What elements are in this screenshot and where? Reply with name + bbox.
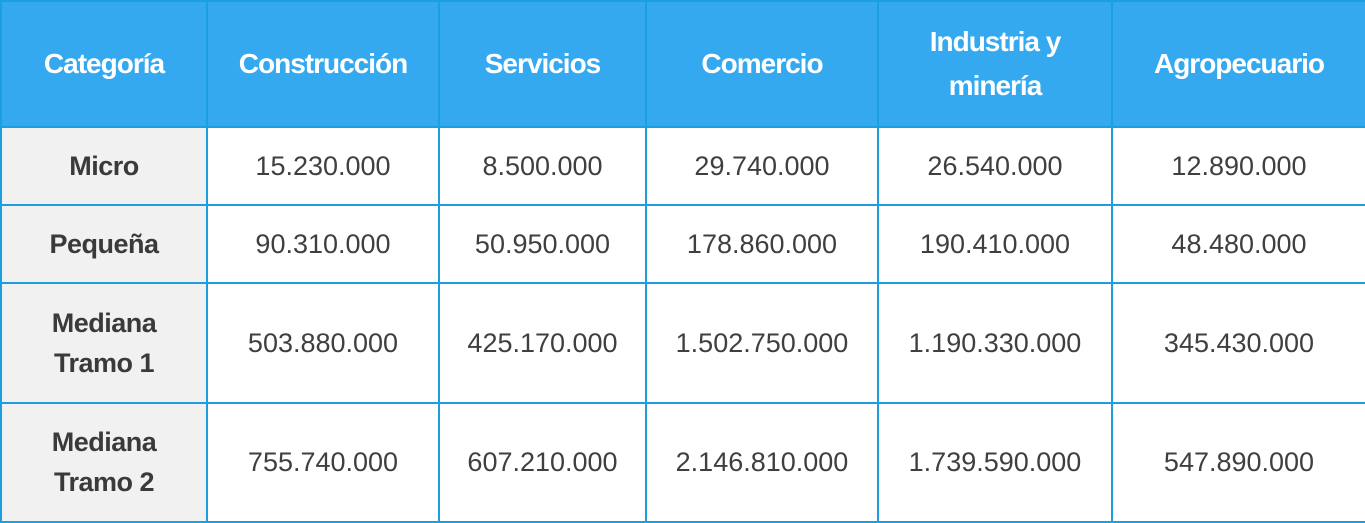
header-industria-mineria: Industria y minería (877, 0, 1113, 128)
table-cell: 50.950.000 (438, 204, 647, 285)
header-construccion: Construcción (206, 0, 440, 128)
table-cell: 1.502.750.000 (645, 282, 879, 404)
header-label: Construcción (238, 48, 408, 79)
header-servicios: Servicios (438, 0, 647, 128)
table-cell: 503.880.000 (206, 282, 440, 404)
row-category: Mediana Tramo 2 (0, 401, 208, 523)
category-label: Micro (69, 151, 139, 182)
table-row: Pequeña 90.310.000 50.950.000 178.860.00… (0, 204, 1365, 285)
category-label: Tramo 2 (53, 467, 155, 498)
category-label: Pequeña (49, 229, 159, 260)
header-label: Servicios (484, 48, 602, 79)
table-cell: 29.740.000 (645, 125, 879, 207)
table-row: Micro 15.230.000 8.500.000 29.740.000 26… (0, 125, 1365, 207)
row-category: Micro (0, 125, 208, 207)
table-cell: 12.890.000 (1111, 125, 1365, 207)
table-cell: 26.540.000 (877, 125, 1113, 207)
row-category: Mediana Tramo 1 (0, 282, 208, 404)
table-header: Categoría Construcción Servicios Comerci… (0, 0, 1365, 128)
table-row: Mediana Tramo 2 755.740.000 607.210.000 … (0, 401, 1365, 523)
table-cell: 547.890.000 (1111, 401, 1365, 523)
table-cell: 190.410.000 (877, 204, 1113, 285)
header-label: Comercio (701, 48, 823, 79)
table-cell: 425.170.000 (438, 282, 647, 404)
header-label: minería (948, 70, 1043, 101)
table-cell: 345.430.000 (1111, 282, 1365, 404)
table-cell: 1.190.330.000 (877, 282, 1113, 404)
header-comercio: Comercio (645, 0, 879, 128)
header-label: Industria y (929, 26, 1062, 57)
header-categoria: Categoría (0, 0, 208, 128)
table-cell: 15.230.000 (206, 125, 440, 207)
header-label: Agropecuario (1153, 48, 1325, 79)
row-category: Pequeña (0, 204, 208, 285)
table-cell: 90.310.000 (206, 204, 440, 285)
header-agropecuario: Agropecuario (1111, 0, 1365, 128)
category-label: Tramo 1 (53, 348, 155, 379)
table-cell: 607.210.000 (438, 401, 647, 523)
header-label: Categoría (43, 48, 165, 79)
table-cell: 2.146.810.000 (645, 401, 879, 523)
header-row: Categoría Construcción Servicios Comerci… (0, 0, 1365, 128)
table-cell: 8.500.000 (438, 125, 647, 207)
table-cell: 48.480.000 (1111, 204, 1365, 285)
table-cell: 755.740.000 (206, 401, 440, 523)
table-body: Micro 15.230.000 8.500.000 29.740.000 26… (0, 125, 1365, 523)
table-cell: 178.860.000 (645, 204, 879, 285)
category-label: Mediana (51, 427, 157, 458)
table-cell: 1.739.590.000 (877, 401, 1113, 523)
table-row: Mediana Tramo 1 503.880.000 425.170.000 … (0, 282, 1365, 404)
category-label: Mediana (51, 308, 157, 339)
